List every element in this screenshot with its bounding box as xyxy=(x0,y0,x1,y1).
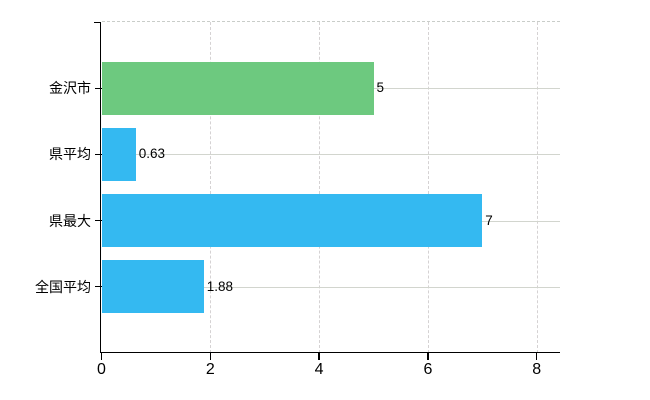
y-tick xyxy=(94,87,102,89)
y-tick xyxy=(94,153,102,156)
grid-line-horizontal xyxy=(101,154,560,156)
bar-3 xyxy=(101,260,204,314)
bar-value-label: 0.63 xyxy=(138,146,166,162)
y-tick xyxy=(94,219,102,222)
x-tick xyxy=(209,353,211,360)
axis-top-cap-tick xyxy=(93,21,100,23)
plot-top-border xyxy=(101,21,560,22)
x-tick xyxy=(536,353,538,360)
bar-0 xyxy=(101,61,374,115)
axis-y xyxy=(99,22,102,353)
bar-value-label: 1.88 xyxy=(206,278,234,294)
x-tick-label: 6 xyxy=(423,361,433,378)
category-label: 全国平均 xyxy=(35,278,91,295)
category-label: 県平均 xyxy=(49,146,91,163)
x-tick-label: 4 xyxy=(314,361,324,378)
x-tick xyxy=(427,353,429,360)
bar-value-label: 7 xyxy=(485,212,493,228)
x-tick xyxy=(100,353,103,360)
grid-line-horizontal xyxy=(101,286,560,288)
x-tick-label: 8 xyxy=(532,361,542,378)
category-label: 県最大 xyxy=(49,212,91,229)
bar-2 xyxy=(101,194,483,248)
bar-1 xyxy=(101,127,136,181)
category-label: 金沢市 xyxy=(49,80,91,97)
grid-line-vertical xyxy=(536,22,538,353)
grid-line-vertical xyxy=(427,22,429,353)
grid-line-vertical xyxy=(319,22,321,353)
axis-x xyxy=(99,351,560,353)
bar-value-label: 5 xyxy=(376,80,385,96)
grid-line-vertical xyxy=(210,22,212,353)
x-tick-label: 0 xyxy=(97,361,106,378)
x-tick-label: 2 xyxy=(205,361,215,378)
x-tick xyxy=(318,353,320,360)
y-tick xyxy=(94,286,102,288)
